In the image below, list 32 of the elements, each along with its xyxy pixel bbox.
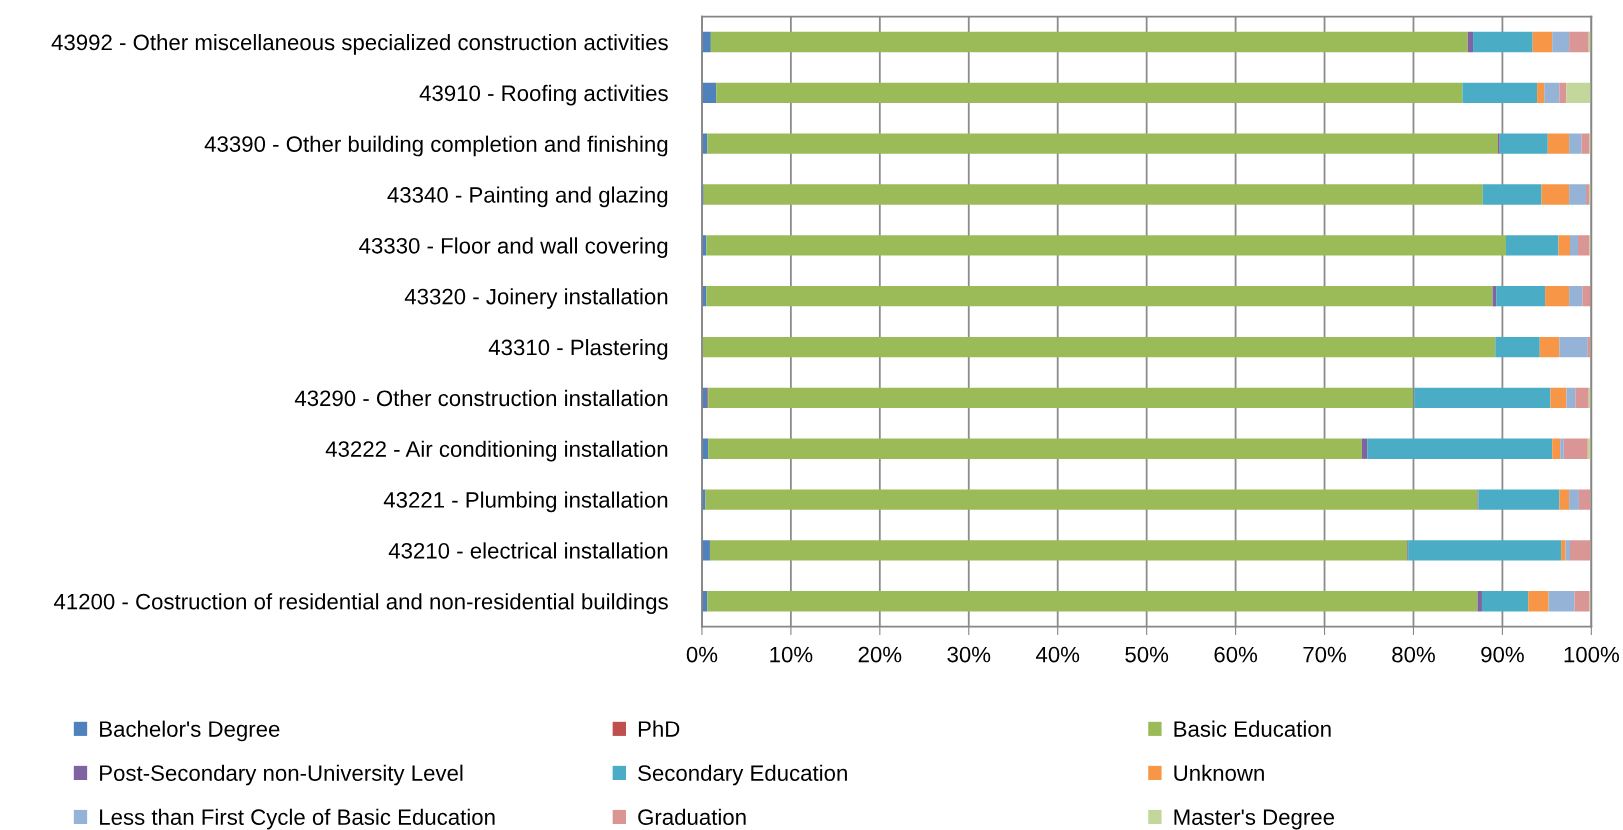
y-tick-label: 43340 - Painting and glazing [387,186,668,208]
y-tick-label: 43310 - Plastering [488,338,668,360]
legend-label: Basic Education [1174,720,1331,737]
y-tick-label: 43320 - Joinery installation [404,288,668,309]
legend-label: Master's Degree [1174,809,1335,830]
x-tick-label: 100% [1564,646,1619,663]
legend-label: Unknown [1174,764,1264,781]
y-tick-label: 43210 - electrical installation [388,542,668,559]
y-tick-label: 43222 - Air conditioning installation [325,440,668,462]
legend-label: Graduation [638,808,746,826]
x-tick-label: 40% [1035,646,1080,663]
legend-label: Bachelor's Degree [100,720,280,742]
legend-label: PhD [638,720,680,737]
y-tick-label: 43290 - Other construction installation [294,389,668,407]
y-tick-label: 43221 - Plumbing installation [383,491,668,513]
legend-label: Less than First Cycle of Basic Education [100,808,495,830]
x-tick-label: 60% [1214,646,1258,663]
y-tick-label: 43330 - Floor and wall covering [359,237,668,259]
x-tick-label: 50% [1125,646,1169,663]
y-tick-label: 41200 - Costruction of residential and non-residential buildings [53,593,668,614]
y-tick-label: 43992 - Other miscellaneous specialized construction activities [51,33,668,55]
x-tick-label: 20% [858,646,902,663]
x-tick-label: 70% [1303,646,1346,663]
legend-label: Secondary Education [638,764,847,786]
x-tick-label: 10% [770,646,813,663]
x-tick-label: 0% [686,646,718,663]
y-tick-label: 43910 - Roofing activities [419,84,668,106]
x-tick-label: 30% [947,646,991,663]
x-tick-label: 80% [1392,646,1435,663]
legend-label: Post-Secondary non-University Level [100,764,463,786]
x-tick-label: 90% [1481,646,1524,663]
y-tick-label: 43390 - Other building completion and finishing [204,135,668,157]
